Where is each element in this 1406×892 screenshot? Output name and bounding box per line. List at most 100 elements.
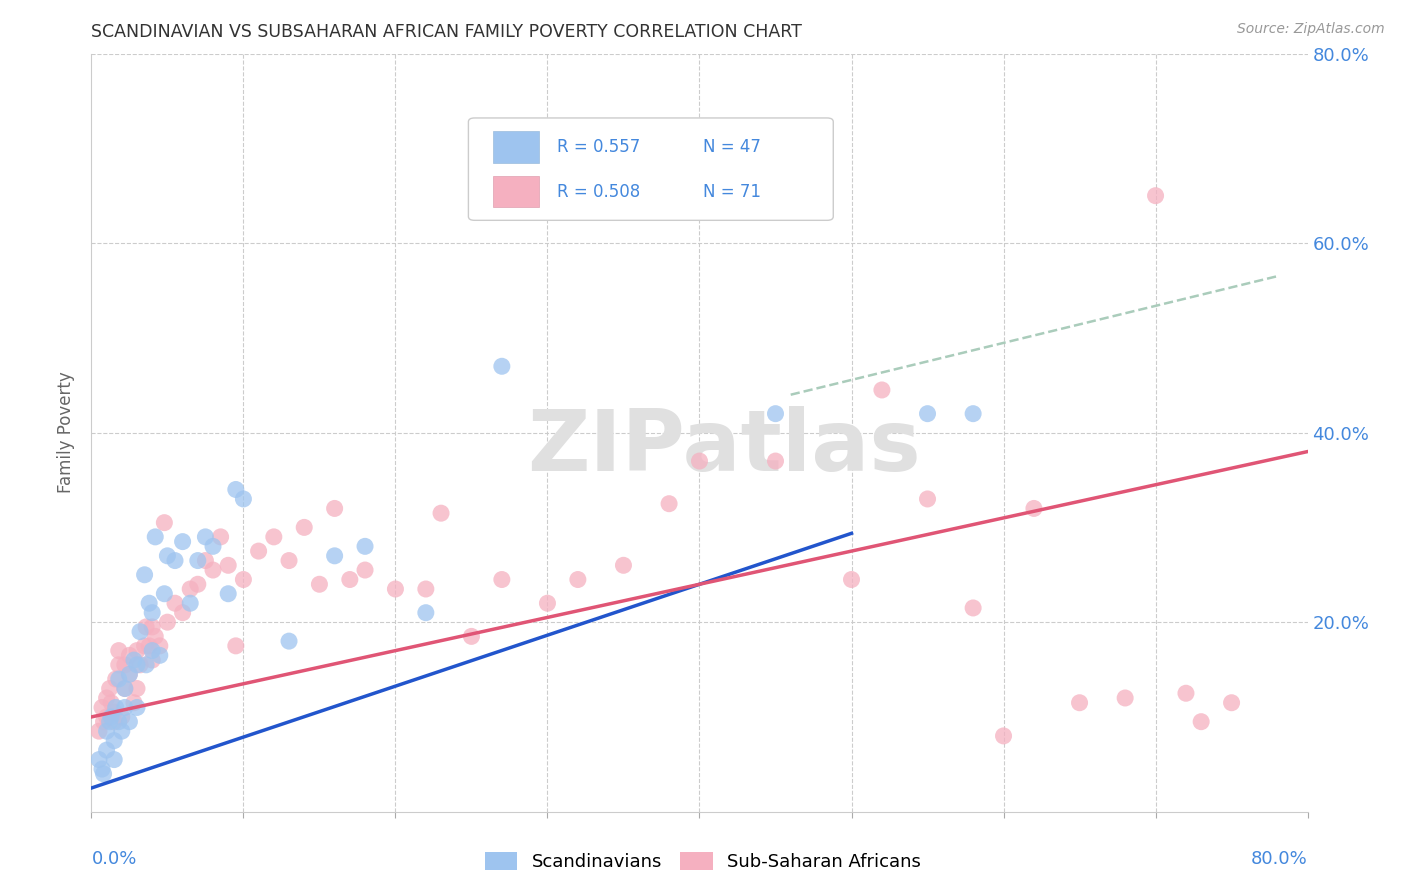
Point [1144,188,1167,202]
Point [91,762,114,776]
Point [202,563,225,577]
Point [225,483,247,497]
Point [96,743,118,757]
Point [688,454,710,468]
Point [107,643,129,657]
Point [384,582,406,596]
Point [87,753,110,767]
Point [917,491,939,506]
Point [187,553,209,567]
Text: N = 47: N = 47 [703,137,761,156]
Legend: Scandinavians, Sub-Saharan Africans: Scandinavians, Sub-Saharan Africans [478,846,928,879]
Point [962,407,984,421]
Point [1022,501,1045,516]
Point [149,639,172,653]
Point [125,657,148,672]
Point [232,491,254,506]
Point [765,454,787,468]
Point [96,724,118,739]
Point [135,657,157,672]
Point [278,553,301,567]
Point [111,724,134,739]
Point [415,582,437,596]
Point [202,539,225,553]
Point [232,573,254,587]
Point [153,587,176,601]
Point [163,596,186,610]
Point [841,573,863,587]
Point [141,620,163,634]
FancyBboxPatch shape [468,118,834,220]
Point [118,667,141,681]
Point [100,710,122,724]
Point [103,714,125,729]
Point [107,657,129,672]
Point [870,383,893,397]
Point [567,573,589,587]
Point [118,714,141,729]
Point [460,629,482,643]
Text: SCANDINAVIAN VS SUBSAHARAN AFRICAN FAMILY POVERTY CORRELATION CHART: SCANDINAVIAN VS SUBSAHARAN AFRICAN FAMIL… [91,23,803,41]
Point [536,596,558,610]
Point [962,601,984,615]
Point [179,582,201,596]
Point [323,549,346,563]
Point [247,544,270,558]
Text: 80.0%: 80.0% [1251,849,1308,868]
Point [187,577,209,591]
Point [134,567,156,582]
Point [104,672,127,686]
Point [172,534,194,549]
Point [225,639,247,653]
Point [91,700,114,714]
Point [658,497,681,511]
Point [612,558,634,573]
Point [118,667,141,681]
Point [172,606,194,620]
Point [308,577,330,591]
Point [107,672,129,686]
Point [100,696,122,710]
FancyBboxPatch shape [492,176,538,208]
Point [103,733,125,747]
Point [125,643,148,657]
Point [129,624,152,639]
Point [1189,714,1212,729]
Point [323,501,346,516]
Point [153,516,176,530]
Point [103,705,125,719]
Point [156,549,179,563]
Point [96,710,118,724]
Point [354,539,377,553]
Text: N = 71: N = 71 [703,183,761,201]
Text: Source: ZipAtlas.com: Source: ZipAtlas.com [1237,22,1385,37]
Point [163,553,186,567]
Point [1220,696,1243,710]
Point [263,530,285,544]
FancyBboxPatch shape [492,131,538,162]
Text: R = 0.508: R = 0.508 [557,183,641,201]
Point [135,620,157,634]
Point [141,653,163,667]
Point [430,506,453,520]
Point [1069,696,1091,710]
Point [278,634,301,648]
Point [111,710,134,724]
Point [107,714,129,729]
Point [98,714,121,729]
Y-axis label: Family Poverty: Family Poverty [58,372,76,493]
Point [141,606,163,620]
Point [96,691,118,706]
Point [98,681,121,696]
Point [993,729,1015,743]
Point [129,657,152,672]
Text: R = 0.557: R = 0.557 [557,137,641,156]
Point [114,681,136,696]
Point [122,696,145,710]
Point [122,653,145,667]
Point [194,553,217,567]
Point [103,753,125,767]
Point [491,573,513,587]
Point [491,359,513,374]
Point [354,563,377,577]
